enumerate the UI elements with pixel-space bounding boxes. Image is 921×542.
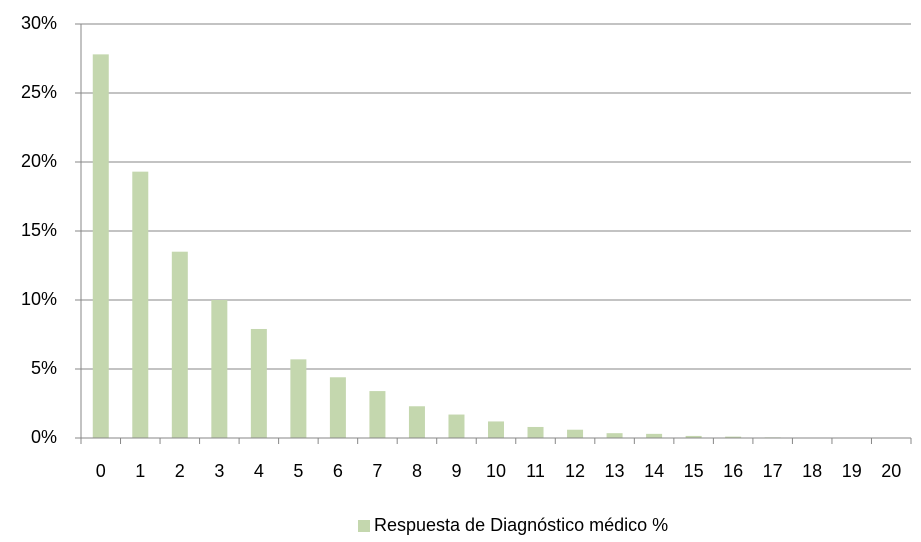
x-tick-label: 4 <box>254 461 264 481</box>
bar <box>290 359 307 438</box>
x-tick-label: 0 <box>96 461 106 481</box>
bar <box>488 421 504 438</box>
x-tick-label: 18 <box>802 461 822 481</box>
x-tick-label: 7 <box>372 461 382 481</box>
y-tick-label: 10% <box>21 289 57 309</box>
bar <box>567 429 584 438</box>
x-tick-label: 10 <box>486 461 506 481</box>
bar <box>685 435 702 438</box>
bar <box>448 414 465 438</box>
bar <box>329 377 346 438</box>
bar <box>527 426 544 438</box>
bar <box>408 406 425 438</box>
x-tick-label: 9 <box>451 461 461 481</box>
bar <box>132 171 149 438</box>
bar <box>171 251 188 438</box>
bar <box>725 436 742 438</box>
x-tick-label: 17 <box>763 461 783 481</box>
bar <box>250 328 267 438</box>
legend-swatch <box>358 520 370 532</box>
bar <box>92 54 109 439</box>
x-tick-label: 16 <box>723 461 743 481</box>
x-tick-label: 14 <box>644 461 664 481</box>
y-tick-label: 15% <box>21 220 57 240</box>
x-tick-label: 6 <box>333 461 343 481</box>
y-tick-label: 25% <box>21 82 57 102</box>
x-tick-label: 19 <box>842 461 862 481</box>
x-tick-label: 1 <box>135 461 145 481</box>
y-tick-label: 5% <box>31 358 57 378</box>
x-tick-label: 5 <box>293 461 303 481</box>
bar <box>606 433 623 438</box>
bar <box>369 391 386 438</box>
x-tick-label: 13 <box>605 461 625 481</box>
bar <box>211 300 228 438</box>
x-tick-label: 3 <box>214 461 224 481</box>
y-tick-label: 30% <box>21 13 57 33</box>
x-tick-label: 2 <box>175 461 185 481</box>
x-tick-label: 20 <box>881 461 901 481</box>
x-tick-label: 11 <box>526 461 545 481</box>
y-tick-label: 20% <box>21 151 57 171</box>
y-tick-label: 0% <box>31 427 57 447</box>
bar <box>646 433 663 438</box>
legend-label: Respuesta de Diagnóstico médico % <box>374 515 668 535</box>
x-tick-label: 8 <box>412 461 422 481</box>
x-tick-label: 15 <box>684 461 704 481</box>
x-tick-label: 12 <box>565 461 585 481</box>
